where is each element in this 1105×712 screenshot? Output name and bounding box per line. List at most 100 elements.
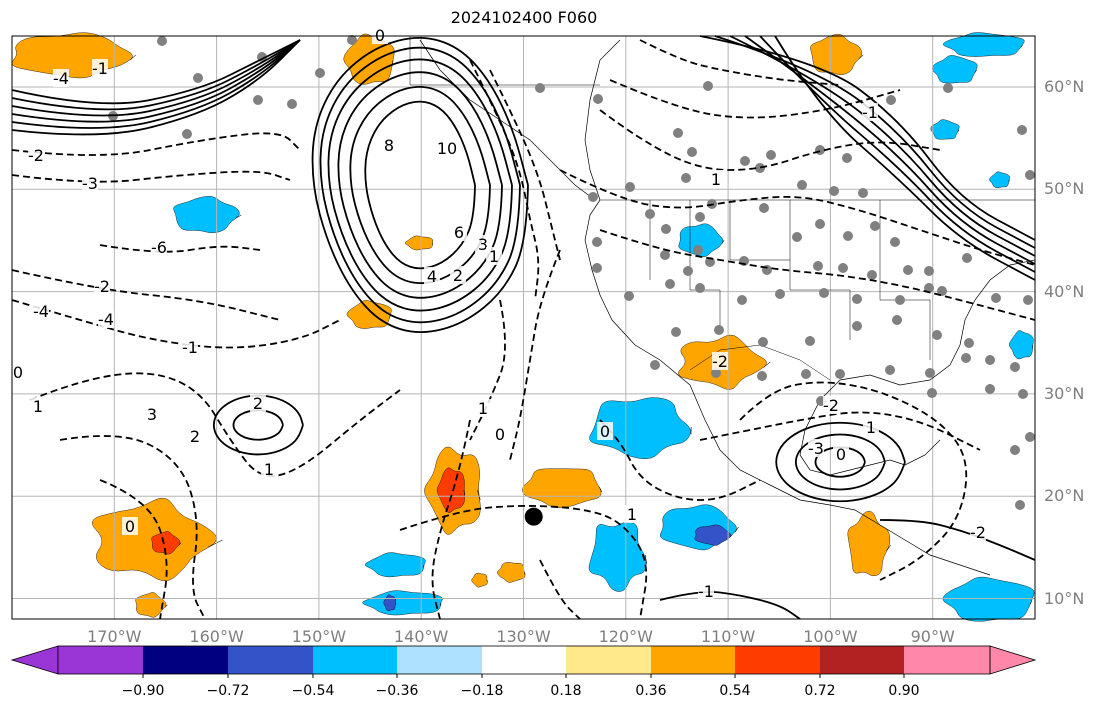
contour-label-background — [712, 352, 728, 370]
positive-contour — [349, 86, 491, 284]
contour-label-background — [372, 26, 388, 44]
positive-contour — [11, 39, 301, 117]
observation-dot — [815, 219, 825, 229]
contour-label-background — [94, 277, 110, 295]
positive-contour — [774, 35, 1036, 281]
observation-dot — [1025, 170, 1035, 180]
positive-contour — [11, 39, 301, 105]
positive-contour — [311, 36, 529, 334]
contour-label-background — [486, 247, 502, 265]
colorbar-segment — [735, 646, 820, 674]
colorbar-tick-label: 0.90 — [888, 683, 920, 699]
longitude-label: 110°W — [700, 627, 756, 646]
contour-label: 6 — [454, 223, 464, 242]
contour-label-background — [187, 427, 203, 445]
positive-contour — [364, 100, 476, 270]
negative-contour — [489, 69, 561, 261]
colorbar-segment — [228, 646, 313, 674]
observation-dot — [801, 369, 811, 379]
observation-dot — [1025, 432, 1035, 442]
negative-contour — [539, 559, 581, 620]
observation-dot — [842, 153, 852, 163]
colorbar-segment — [651, 646, 735, 674]
contour-label: 0 — [495, 425, 505, 444]
observation-dot — [843, 231, 853, 241]
positive-contour — [11, 39, 301, 136]
observation-dot — [287, 99, 297, 109]
observation-dot — [703, 81, 713, 91]
observation-dot — [650, 360, 660, 370]
contour-label: 1 — [489, 247, 499, 266]
contour-label-background — [381, 136, 397, 154]
negative-anomaly-shading — [942, 32, 1025, 57]
colorbar-tick-label: −0.54 — [291, 683, 335, 699]
colorbar-segment — [397, 646, 482, 674]
observation-dot — [253, 95, 263, 105]
contour-label-background — [808, 439, 824, 457]
contour-label: 2 — [253, 394, 263, 413]
observation-dot — [797, 180, 807, 190]
observation-dot — [985, 384, 995, 394]
longitude-label: 130°W — [496, 627, 551, 646]
observation-dot — [693, 245, 703, 255]
observation-dot — [937, 286, 947, 296]
negative-anomaly-shading — [589, 397, 692, 459]
colorbar-tick-label: 0.72 — [804, 683, 836, 699]
negative-contour — [11, 170, 291, 183]
contour-label: 1 — [711, 170, 721, 189]
observation-dot — [1017, 125, 1027, 135]
contour-label: 0 — [13, 363, 23, 382]
observation-dot — [624, 291, 634, 301]
observation-dot — [625, 182, 635, 192]
positive-anomaly-shading — [810, 33, 864, 75]
positive-anomaly-shading — [522, 468, 603, 509]
contour-label: 1 — [478, 399, 488, 418]
contour-label: -4 — [33, 302, 49, 321]
observation-dot — [895, 295, 905, 305]
contour-label: -1 — [92, 59, 108, 78]
contour-label-background — [10, 363, 26, 381]
contour-label-background — [823, 396, 839, 414]
colorbar-segment — [58, 646, 143, 674]
observation-dot — [792, 232, 802, 242]
colorbar-tick-label: −0.36 — [375, 683, 419, 699]
longitude-label: 150°W — [291, 627, 347, 646]
observation-dot — [932, 330, 942, 340]
negative-contour — [11, 269, 281, 321]
negative-contour — [509, 249, 561, 461]
observation-dot — [924, 283, 934, 293]
colorbar-segment — [904, 646, 990, 674]
colorbar-max-extension — [989, 645, 1037, 675]
latitude-label: 20°N — [1044, 486, 1085, 506]
contour-label: 0 — [600, 422, 610, 441]
contour-label-background — [98, 310, 114, 328]
positive-contour — [814, 446, 866, 478]
coastline — [419, 39, 1036, 576]
negative-contour — [11, 132, 301, 156]
contour-label-background — [863, 418, 879, 436]
contour-label-background — [597, 422, 613, 440]
longitude-label: 160°W — [189, 627, 244, 646]
colorbar-segment — [143, 646, 228, 674]
observation-dot — [985, 355, 995, 365]
observation-dot — [819, 288, 829, 298]
negative-contour — [739, 381, 968, 581]
observation-dot — [737, 295, 747, 305]
negative-anomaly-shading — [362, 590, 443, 616]
observation-dot — [927, 388, 937, 398]
observation-dot — [714, 325, 724, 335]
colorbar-min-extension — [10, 645, 59, 675]
contour-label-background — [424, 267, 440, 285]
observation-dot — [961, 353, 971, 363]
observation-dot — [962, 253, 972, 263]
observation-dot — [347, 35, 357, 45]
contour-label-background — [182, 338, 198, 356]
negative-contour — [99, 479, 168, 620]
longitude-label: 120°W — [598, 627, 653, 646]
positive-contour — [11, 39, 301, 111]
contour-label-background — [698, 582, 714, 600]
negative-contour — [599, 229, 1036, 321]
observation-dot — [835, 369, 845, 379]
contour-label: 10 — [437, 139, 457, 158]
